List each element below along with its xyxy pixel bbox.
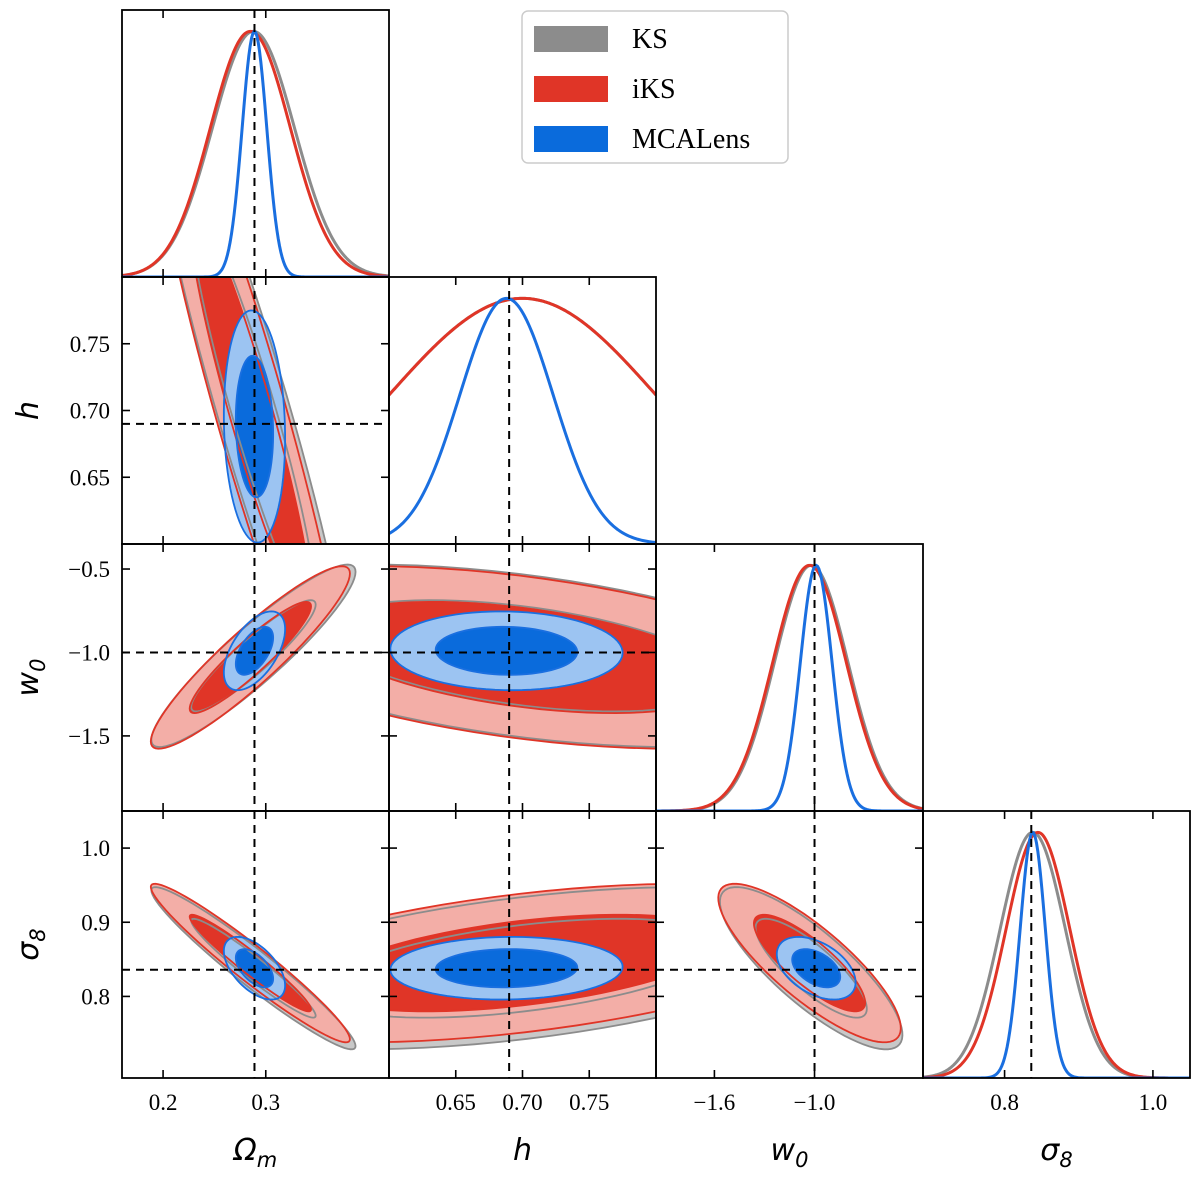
marginal-line-iks-h (389, 296, 656, 397)
legend: KS iKS MCALens (521, 10, 789, 164)
y-tick-label-w0: −1.0 (68, 640, 110, 665)
legend-label-ks: KS (632, 24, 668, 55)
x-tick-label-s8: 1.0 (1139, 1090, 1168, 1115)
contour-edge-iks-68-om-h (195, 277, 306, 544)
contour-edge-ks-68-h-w0 (389, 599, 656, 713)
contour-edge-ks-95-om-s8 (150, 886, 357, 1051)
contour-edge-mcalens-68-om-h (234, 354, 275, 499)
contour-mcalens-68-h-w0 (435, 626, 578, 675)
contour-mcalens-68-h-s8 (435, 949, 578, 988)
legend-swatch-iks (534, 76, 608, 102)
x-axis-label-s8: σ8 (1040, 1133, 1072, 1172)
y-tick-label-s8: 1.0 (81, 836, 110, 861)
contour-edge-ks-95-w0-s8 (719, 886, 904, 1051)
contour-edge-iks-68-h-w0 (389, 600, 656, 714)
contour-edge-mcalens-68-w0-s8 (791, 948, 842, 989)
x-axis-label-w0: w0 (771, 1133, 809, 1172)
marginal-s8 (923, 830, 1190, 1078)
contour-edge-mcalens-95-om-w0 (222, 610, 286, 692)
panel-w0-s8 (718, 883, 903, 1050)
x-tick-label-h: 0.70 (502, 1090, 542, 1115)
x-tick-label-h: 0.75 (569, 1090, 609, 1115)
legend-label-iks: iKS (632, 74, 676, 105)
panel-frame-2-2 (655, 543, 924, 812)
panel-om-w0 (150, 564, 356, 749)
y-axis-label-h: h (11, 401, 46, 420)
y-axis-label-w0: w0 (11, 659, 50, 697)
marginal-line-iks-w0 (656, 563, 923, 811)
panel-h-w0 (389, 564, 656, 749)
legend-swatch-ks (534, 26, 608, 52)
x-tick-label-om: 0.2 (149, 1090, 178, 1115)
x-axis-label-h: h (513, 1133, 532, 1168)
panel-om-s8 (150, 883, 356, 1050)
contour-edge-iks-95-om-w0 (149, 565, 351, 750)
y-tick-label-s8: 0.9 (81, 910, 110, 935)
y-tick-label-h: 0.65 (70, 465, 110, 490)
x-tick-label-om: 0.3 (251, 1090, 280, 1115)
contour-edge-mcalens-95-om-h (222, 309, 286, 544)
marginal-w0 (656, 563, 923, 811)
marginal-line-mcalens-h (389, 296, 656, 544)
legend-swatch-mcalens (534, 126, 608, 152)
contour-edge-ks-68-om-h (197, 277, 310, 544)
contour-edge-iks-95-w0-s8 (717, 882, 902, 1044)
contour-edge-iks-95-om-s8 (149, 882, 351, 1044)
y-tick-label-h: 0.70 (70, 399, 110, 424)
contour-edge-mcalens-95-om-s8 (222, 935, 287, 1001)
y-axis-label-s8: σ8 (11, 928, 50, 960)
x-tick-label-w0: −1.0 (794, 1090, 836, 1115)
y-tick-label-w0: −0.5 (68, 557, 110, 582)
marginal-line-mcalens-s8 (923, 830, 1190, 1078)
contour-edge-mcalens-68-om-w0 (234, 625, 275, 676)
contour-edge-mcalens-95-w0-s8 (775, 935, 857, 1001)
marginal-om (122, 29, 389, 277)
x-tick-label-w0: −1.6 (694, 1090, 736, 1115)
x-tick-label-s8: 0.8 (990, 1090, 1019, 1115)
y-tick-label-w0: −1.5 (68, 724, 110, 749)
contour-edge-ks-68-h-s8 (389, 917, 656, 1019)
contour-edge-mcalens-95-h-w0 (389, 610, 624, 692)
panel-frame-0-0 (121, 9, 390, 278)
contour-edge-mcalens-68-h-w0 (434, 625, 579, 676)
contour-edge-iks-68-h-s8 (389, 913, 656, 1013)
y-tick-label-h: 0.75 (70, 332, 110, 357)
panel-frame-3-3 (922, 810, 1191, 1079)
marginal-h (389, 296, 656, 544)
marginal-line-iks-om (122, 29, 389, 277)
contour-mcalens-68-om-w0 (235, 626, 274, 675)
panel-frame-1-1 (388, 276, 657, 545)
x-tick-label-h: 0.65 (436, 1090, 476, 1115)
marginal-line-mcalens-om (122, 29, 389, 277)
y-tick-label-s8: 0.8 (81, 984, 110, 1009)
contour-edge-iks-68-om-s8 (188, 913, 312, 1013)
contour-edge-mcalens-68-om-s8 (234, 948, 275, 989)
x-axis-label-om: Ωm (232, 1133, 277, 1172)
legend-label-mcalens: MCALens (632, 124, 750, 155)
marginal-line-ks-om (122, 29, 389, 277)
panel-h-s8 (389, 884, 656, 1049)
